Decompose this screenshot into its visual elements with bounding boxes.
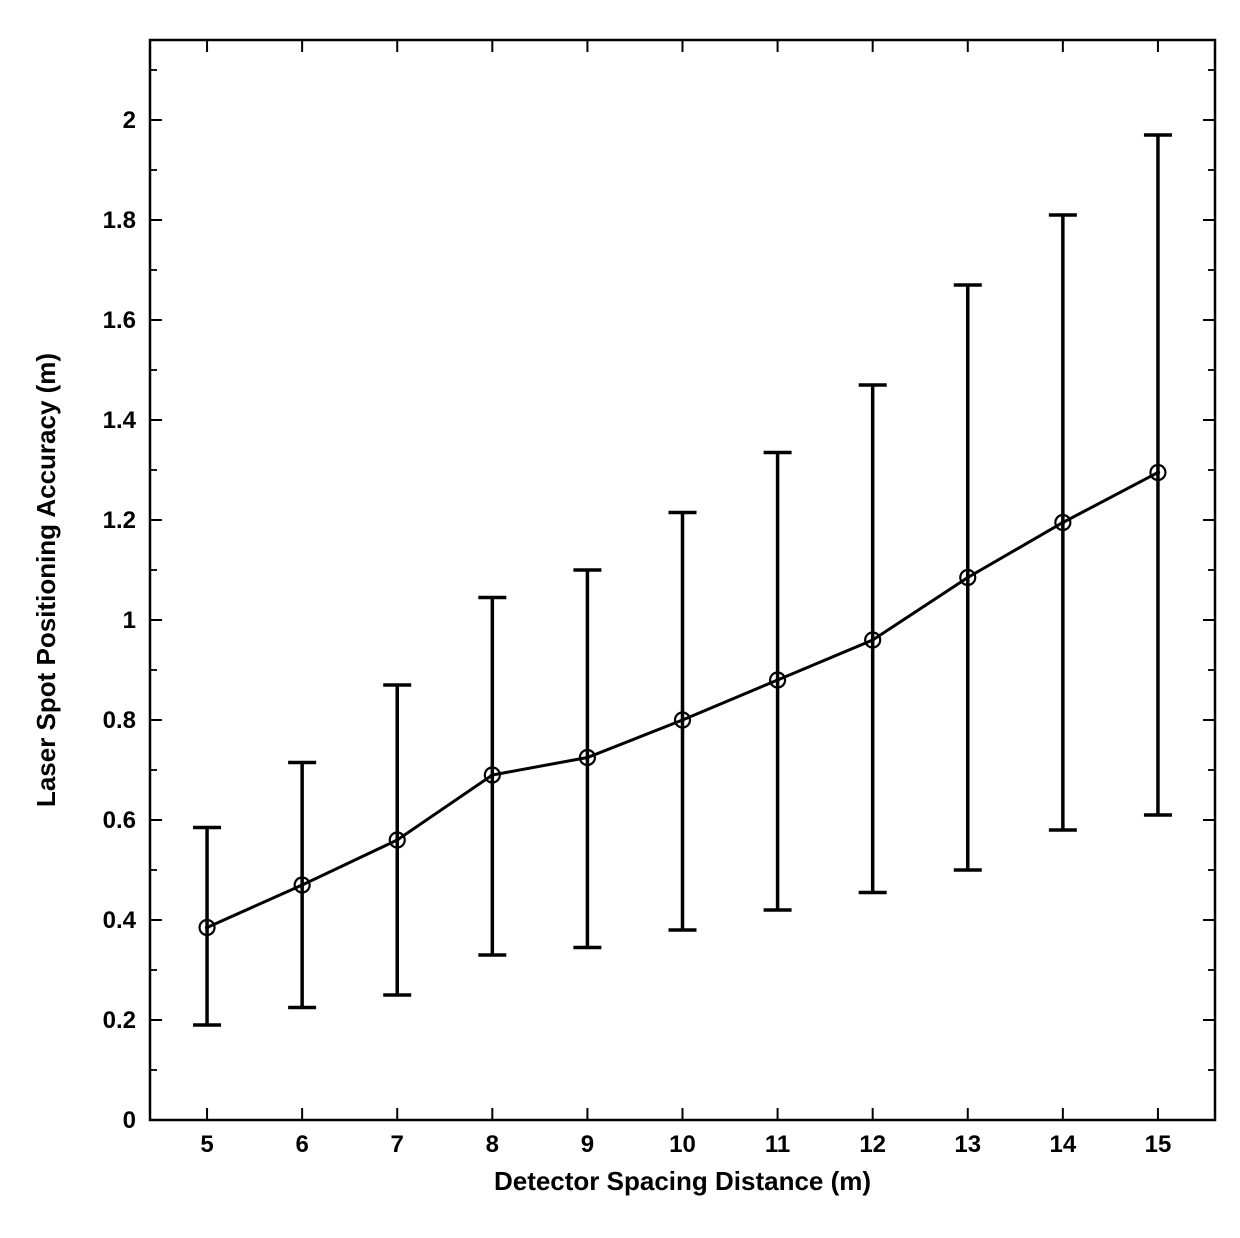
y-tick-label: 0.8 (103, 707, 136, 734)
x-tick-label: 12 (859, 1131, 886, 1158)
y-tick-label: 0.6 (103, 807, 136, 834)
x-tick-label: 14 (1050, 1131, 1077, 1158)
data-marker-dot (870, 638, 874, 642)
y-tick-label: 1.4 (103, 407, 137, 434)
data-marker-dot (966, 575, 970, 579)
x-tick-label: 8 (486, 1131, 499, 1158)
x-tick-label: 7 (391, 1131, 404, 1158)
y-tick-label: 0.2 (103, 1007, 136, 1034)
data-marker-dot (205, 925, 209, 929)
data-marker-dot (490, 773, 494, 777)
data-marker-dot (1156, 470, 1160, 474)
data-marker-dot (775, 678, 779, 682)
x-tick-label: 5 (200, 1131, 213, 1158)
chart-container: 5 6 7 8 9 10 11 12 13 14 15 0 0.2 0.4 0.6 0.8 1 1.2 1.4 1.6… (0, 0, 1240, 1238)
y-tick-label: 1.2 (103, 507, 136, 534)
y-tick-label: 0 (123, 1107, 136, 1134)
x-tick-label: 9 (581, 1131, 594, 1158)
y-tick-label: 2 (123, 107, 136, 134)
x-tick-label: 10 (669, 1131, 696, 1158)
errorbar-chart: 5 6 7 8 9 10 11 12 13 14 15 0 0.2 0.4 0.6 0.8 1 1.2 1.4 1.6… (0, 0, 1240, 1238)
y-tick-label: 1 (123, 607, 136, 634)
data-marker-dot (585, 755, 589, 759)
data-marker-dot (680, 718, 684, 722)
x-axis-title: Detector Spacing Distance (m) (494, 1166, 871, 1196)
y-tick-label: 1.8 (103, 207, 136, 234)
y-tick-label: 0.4 (103, 907, 137, 934)
y-axis-title: Laser Spot Positioning Accuracy (m) (31, 353, 61, 807)
data-marker-dot (1061, 520, 1065, 524)
y-tick-label: 1.6 (103, 307, 136, 334)
x-tick-label: 11 (765, 1131, 790, 1158)
x-tick-label: 13 (954, 1131, 981, 1158)
data-marker-dot (395, 838, 399, 842)
x-tick-label: 15 (1145, 1131, 1172, 1158)
x-tick-label: 6 (295, 1131, 308, 1158)
data-marker-dot (300, 883, 304, 887)
